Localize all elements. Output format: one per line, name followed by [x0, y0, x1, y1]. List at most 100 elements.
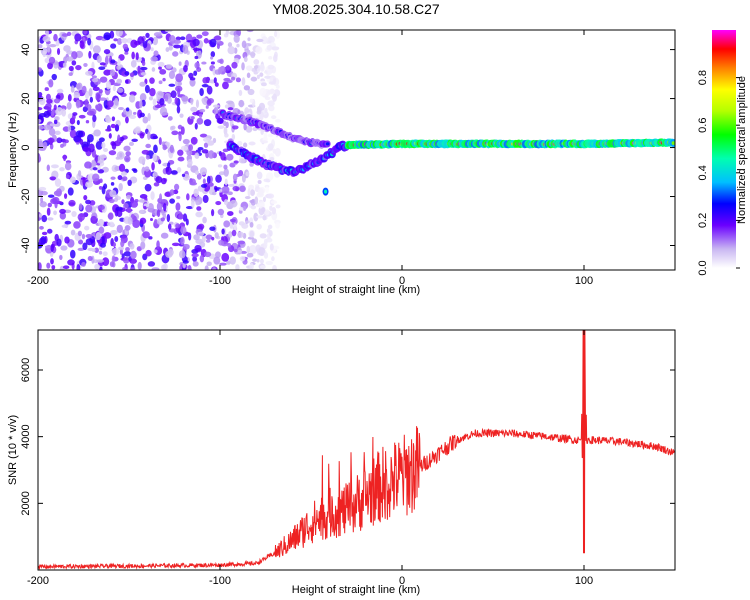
noise-blob — [159, 69, 167, 75]
noise-blob — [44, 57, 51, 64]
noise-blob — [224, 178, 228, 186]
noise-blob — [171, 242, 180, 247]
noise-blob — [171, 130, 179, 136]
noise-blob — [191, 253, 199, 258]
noise-blob — [230, 76, 236, 81]
noise-blob — [205, 239, 211, 243]
noise-blob — [110, 176, 116, 180]
noise-blob — [56, 88, 64, 94]
spectrogram-frame — [37, 29, 676, 271]
noise-blob — [77, 170, 82, 177]
noise-blob — [91, 61, 95, 70]
noise-blob — [185, 205, 194, 210]
noise-blob — [103, 49, 111, 55]
noise-blob — [69, 176, 76, 184]
noise-blob — [147, 261, 156, 267]
noise-blob — [108, 150, 117, 156]
noise-blob — [61, 108, 67, 117]
noise-blob — [213, 107, 219, 115]
noise-blob — [61, 224, 68, 228]
noise-blob — [219, 262, 227, 266]
noise-blob — [38, 44, 43, 49]
noise-blob — [211, 191, 217, 196]
noise-blob — [42, 35, 51, 43]
noise-blob — [64, 139, 69, 144]
noise-blob — [209, 38, 217, 48]
noise-blob — [125, 247, 130, 252]
noise-blob — [142, 116, 149, 124]
noise-blob — [59, 254, 63, 260]
noise-blob — [48, 128, 56, 136]
noise-blob — [201, 83, 209, 88]
noise-blob — [38, 112, 47, 118]
spectrogram-xtick-label: -100 — [209, 275, 231, 287]
noise-blob — [193, 188, 199, 197]
noise-blob — [267, 133, 274, 138]
noise-blob — [253, 65, 259, 69]
noise-blob — [78, 203, 83, 211]
noise-blob — [218, 171, 225, 176]
noise-blob — [50, 164, 59, 169]
noise-blob — [249, 162, 254, 167]
noise-blob — [177, 156, 185, 162]
noise-blob — [158, 159, 162, 165]
noise-blob — [51, 73, 57, 81]
noise-blob — [245, 171, 250, 177]
noise-blob — [206, 99, 212, 106]
noise-blob — [153, 182, 160, 187]
noise-blob — [87, 256, 93, 262]
snr-line-marks — [38, 330, 675, 570]
noise-blob — [139, 93, 147, 102]
noise-blob — [49, 123, 57, 127]
noise-blob — [59, 208, 66, 214]
noise-blob — [130, 39, 138, 49]
noise-blob — [63, 193, 68, 199]
noise-blob — [241, 62, 245, 71]
noise-blob — [105, 128, 112, 132]
noise-blob — [275, 204, 281, 209]
noise-blob — [139, 132, 145, 139]
noise-blob — [253, 70, 259, 75]
noise-blob — [215, 200, 222, 206]
noise-blob — [201, 149, 209, 154]
noise-blob — [111, 255, 116, 264]
noise-blob — [190, 97, 194, 105]
noise-blob — [164, 94, 169, 102]
noise-blob — [97, 204, 105, 211]
noise-blob — [65, 56, 74, 62]
noise-blob — [142, 40, 148, 49]
noise-blob — [224, 133, 229, 138]
noise-blob — [274, 147, 281, 157]
colorbar-tick-label: 0.2 — [697, 213, 709, 228]
noise-blob — [89, 96, 94, 103]
noise-blob — [55, 188, 62, 197]
noise-blob — [228, 183, 235, 187]
noise-blob — [38, 119, 42, 123]
noise-blob — [153, 50, 159, 57]
noise-blob — [202, 178, 206, 185]
noise-blob — [250, 189, 255, 196]
noise-blob — [192, 111, 199, 116]
noise-blob — [84, 161, 93, 169]
noise-blob — [92, 167, 98, 171]
noise-blob — [140, 241, 146, 250]
noise-blob — [139, 217, 147, 225]
noise-blob — [151, 267, 160, 270]
noise-blob — [161, 264, 167, 270]
noise-blob — [95, 231, 102, 241]
noise-blob — [196, 117, 204, 125]
noise-blob — [188, 144, 193, 152]
noise-blob — [111, 141, 117, 150]
noise-blob — [148, 236, 153, 240]
noise-blob — [143, 205, 147, 210]
noise-blob — [202, 194, 209, 204]
noise-blob — [254, 196, 259, 205]
noise-blob — [251, 238, 258, 244]
noise-blob — [120, 240, 125, 248]
noise-blob — [247, 188, 251, 197]
noise-blob — [256, 223, 262, 230]
noise-blob — [47, 194, 55, 198]
noise-blob — [263, 132, 268, 140]
noise-blob — [203, 251, 212, 258]
